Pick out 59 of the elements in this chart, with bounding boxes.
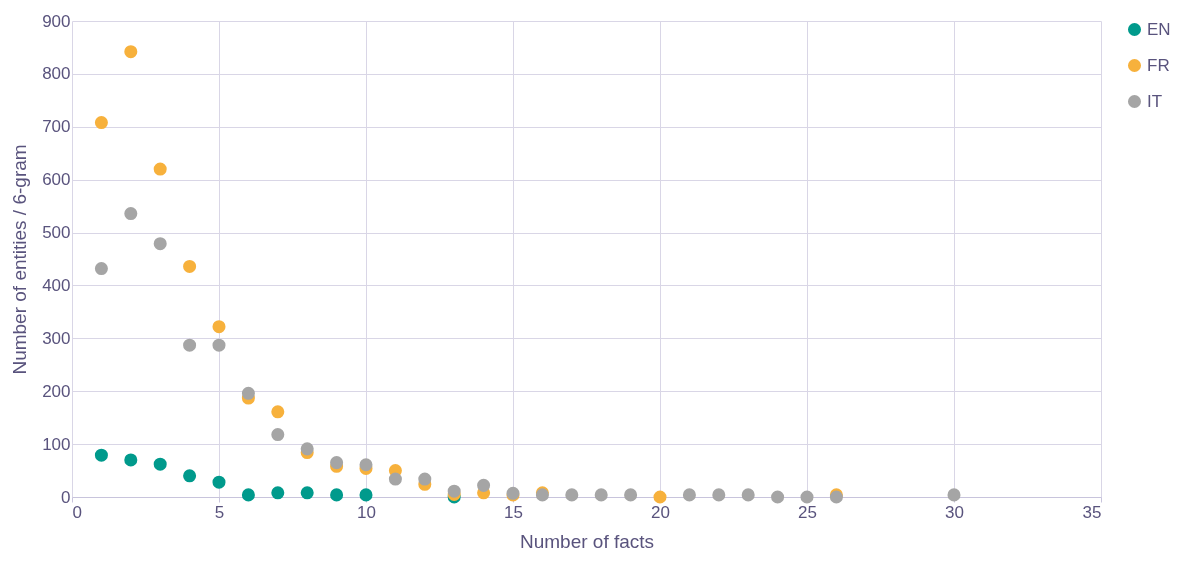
x-tick-label: 35 (1082, 502, 1102, 522)
point (565, 488, 579, 502)
point (153, 237, 167, 251)
y-tick-label: 200 (42, 381, 71, 401)
point (212, 475, 226, 489)
point (800, 490, 814, 504)
point (241, 488, 255, 502)
y-tick-label: 900 (42, 11, 71, 31)
y-tick-label: 400 (42, 275, 71, 295)
legend-label: EN (1147, 19, 1171, 39)
x-axis-title: Number of facts (519, 530, 655, 552)
x-tick-label: 25 (798, 502, 817, 522)
point (594, 488, 608, 502)
point (388, 472, 402, 486)
x-tick-label: 30 (945, 502, 964, 522)
point (94, 116, 108, 130)
point (94, 448, 108, 462)
x-tick-label: 10 (357, 502, 376, 522)
point (741, 488, 755, 502)
point (124, 453, 138, 467)
point (624, 488, 638, 502)
point (124, 45, 138, 59)
point (212, 338, 226, 352)
point (359, 488, 373, 502)
y-tick-label: 500 (42, 223, 71, 243)
point (94, 262, 108, 276)
point (682, 488, 696, 502)
point (271, 428, 285, 442)
y-tick-label: 100 (42, 434, 71, 454)
point (124, 207, 138, 221)
point (271, 486, 285, 500)
legend-label: FR (1147, 55, 1170, 75)
x-tick-label: 20 (651, 502, 670, 522)
point (300, 442, 314, 456)
y-tick-label: 0 (61, 487, 71, 507)
point (183, 338, 197, 352)
point (771, 490, 785, 504)
point (300, 486, 314, 500)
point (183, 469, 197, 483)
point (418, 472, 432, 486)
point (241, 386, 255, 400)
y-tick-label: 600 (42, 170, 71, 190)
point (330, 488, 344, 502)
point (212, 320, 226, 334)
y-tick-label: 800 (42, 64, 71, 84)
point (183, 259, 197, 273)
x-tick-label: 5 (214, 502, 225, 522)
point (712, 488, 726, 502)
y-tick-label: 700 (42, 117, 71, 137)
y-tick-label: 300 (42, 328, 71, 348)
legend-label: IT (1147, 91, 1163, 111)
point (947, 488, 961, 502)
point (653, 490, 667, 504)
y-axis-title: Number of entities / 6-gram (9, 144, 31, 375)
point (153, 162, 167, 176)
x-tick-label: 15 (504, 502, 523, 522)
point (477, 478, 491, 492)
point (271, 405, 285, 419)
point (153, 457, 167, 471)
